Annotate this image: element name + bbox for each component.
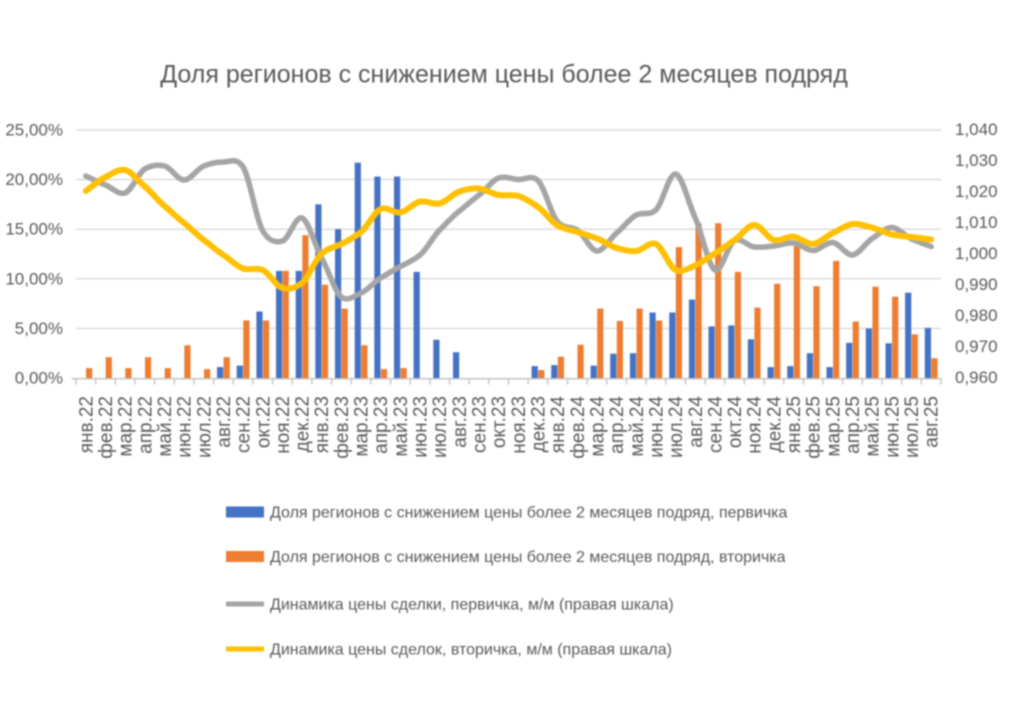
svg-text:май.24: май.24 <box>627 396 648 457</box>
svg-text:янв.24: янв.24 <box>548 396 569 454</box>
svg-text:окт.23: окт.23 <box>489 396 510 448</box>
svg-text:1,040: 1,040 <box>955 120 998 139</box>
svg-text:июл.23: июл.23 <box>430 396 451 458</box>
svg-text:янв.23: янв.23 <box>312 396 333 453</box>
svg-text:июн.24: июн.24 <box>646 396 667 458</box>
svg-text:окт.24: окт.24 <box>725 396 746 449</box>
svg-text:фев.23: фев.23 <box>332 396 353 459</box>
svg-text:июл.25: июл.25 <box>902 396 923 458</box>
svg-text:апр.22: апр.22 <box>135 396 156 454</box>
svg-text:июн.22: июн.22 <box>175 396 196 458</box>
svg-text:ноя.23: ноя.23 <box>509 396 530 454</box>
svg-text:янв.22: янв.22 <box>76 396 97 453</box>
svg-text:апр.25: апр.25 <box>843 396 864 454</box>
svg-text:15,00%: 15,00% <box>5 220 63 239</box>
svg-text:апр.23: апр.23 <box>371 396 392 454</box>
svg-text:дек.24: дек.24 <box>764 396 785 453</box>
svg-text:авг.22: авг.22 <box>214 396 235 448</box>
svg-text:мар.24: мар.24 <box>588 396 609 457</box>
svg-text:дек.22: дек.22 <box>293 396 314 452</box>
svg-text:0,960: 0,960 <box>955 368 998 387</box>
svg-text:сен.22: сен.22 <box>234 396 255 453</box>
svg-text:июл.24: июл.24 <box>666 396 687 458</box>
svg-text:янв.25: янв.25 <box>784 396 805 453</box>
svg-text:июн.25: июн.25 <box>882 396 903 458</box>
svg-text:ноя.24: ноя.24 <box>745 396 766 454</box>
svg-text:авг.23: авг.23 <box>450 396 471 448</box>
svg-text:20,00%: 20,00% <box>5 170 63 189</box>
svg-text:0,980: 0,980 <box>955 306 998 325</box>
svg-text:0,00%: 0,00% <box>15 369 63 388</box>
svg-text:1,030: 1,030 <box>955 151 998 170</box>
svg-text:мар.23: мар.23 <box>352 396 373 457</box>
svg-text:Доля регионов с снижением цены: Доля регионов с снижением цены более 2 м… <box>270 549 786 566</box>
svg-text:фев.25: фев.25 <box>804 396 825 459</box>
svg-text:1,020: 1,020 <box>955 182 998 201</box>
svg-text:фев.22: фев.22 <box>96 396 117 459</box>
svg-text:апр.24: апр.24 <box>607 396 628 454</box>
svg-text:авг.25: авг.25 <box>922 396 943 448</box>
svg-text:дек.23: дек.23 <box>529 396 550 452</box>
svg-text:ноя.22: ноя.22 <box>273 396 294 454</box>
svg-text:1,010: 1,010 <box>955 213 998 232</box>
svg-text:1,000: 1,000 <box>955 244 998 263</box>
svg-text:авг.24: авг.24 <box>686 396 707 448</box>
svg-text:сен.23: сен.23 <box>470 396 491 453</box>
svg-text:25,00%: 25,00% <box>5 121 63 140</box>
svg-text:мар.25: мар.25 <box>823 396 844 457</box>
svg-text:сен.24: сен.24 <box>705 396 726 453</box>
svg-text:июл.22: июл.22 <box>194 396 215 458</box>
svg-text:фев.24: фев.24 <box>568 396 589 459</box>
svg-text:5,00%: 5,00% <box>15 319 63 338</box>
svg-text:июн.23: июн.23 <box>411 396 432 458</box>
svg-text:Доля регионов с снижением цены: Доля регионов с снижением цены более 2 м… <box>160 61 848 89</box>
svg-text:Динамика цены сделки, первичка: Динамика цены сделки, первичка, м/м (пра… <box>270 597 674 614</box>
svg-text:мар.22: мар.22 <box>116 396 137 457</box>
svg-text:Доля регионов с снижением цены: Доля регионов с снижением цены более 2 м… <box>270 505 788 522</box>
svg-text:окт.22: окт.22 <box>253 396 274 448</box>
svg-text:май.25: май.25 <box>863 396 884 457</box>
svg-text:май.23: май.23 <box>391 396 412 457</box>
svg-text:май.22: май.22 <box>155 396 176 457</box>
svg-text:Динамика цены сделок, вторичка: Динамика цены сделок, вторичка, м/м (пра… <box>270 642 672 659</box>
svg-text:10,00%: 10,00% <box>5 269 63 288</box>
svg-text:0,970: 0,970 <box>955 337 998 356</box>
svg-text:0,990: 0,990 <box>955 275 998 294</box>
